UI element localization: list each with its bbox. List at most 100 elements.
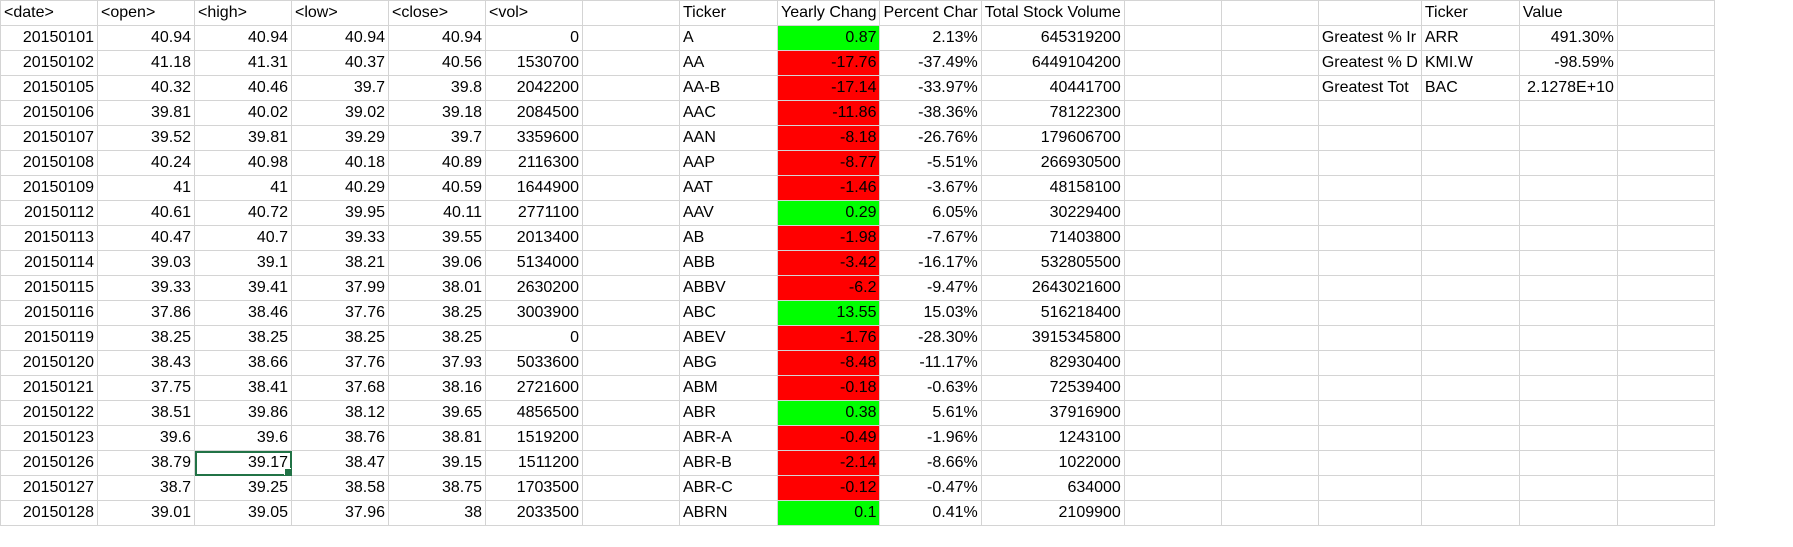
sheet-cell[interactable]: 39.17 xyxy=(194,450,292,476)
sheet-cell[interactable]: 40.32 xyxy=(97,75,195,101)
sheet-cell[interactable] xyxy=(1220,200,1319,226)
sheet-cell[interactable]: 39.03 xyxy=(97,250,195,276)
sheet-cell[interactable]: 2116300 xyxy=(485,150,583,176)
sheet-cell[interactable]: ARR xyxy=(1420,25,1520,51)
sheet-cell[interactable] xyxy=(1616,25,1715,51)
sheet-cell[interactable]: 1243100 xyxy=(980,425,1125,451)
sheet-cell[interactable] xyxy=(1616,475,1715,501)
sheet-cell[interactable] xyxy=(1220,75,1319,101)
sheet-cell[interactable] xyxy=(1123,225,1222,251)
sheet-cell[interactable]: 39.01 xyxy=(97,500,195,526)
sheet-cell[interactable]: 39.65 xyxy=(388,400,486,426)
sheet-cell[interactable] xyxy=(1616,75,1715,101)
sheet-cell[interactable] xyxy=(1518,225,1618,251)
sheet-cell[interactable]: 3359600 xyxy=(485,125,583,151)
sheet-cell[interactable]: KMI.W xyxy=(1420,50,1520,76)
sheet-cell[interactable] xyxy=(1220,250,1319,276)
sheet-cell[interactable]: 15.03% xyxy=(879,300,982,326)
sheet-cell[interactable] xyxy=(1220,25,1319,51)
sheet-cell[interactable] xyxy=(1616,200,1715,226)
sheet-cell[interactable]: 38.01 xyxy=(388,275,486,301)
sheet-cell[interactable] xyxy=(1317,350,1422,376)
sheet-cell[interactable] xyxy=(1616,250,1715,276)
sheet-cell[interactable] xyxy=(1518,175,1618,201)
sheet-cell[interactable]: 38.47 xyxy=(291,450,389,476)
sheet-cell[interactable]: 516218400 xyxy=(980,300,1125,326)
sheet-cell[interactable]: 39.06 xyxy=(388,250,486,276)
sheet-cell[interactable] xyxy=(1317,425,1422,451)
sheet-cell[interactable] xyxy=(1616,150,1715,176)
sheet-cell[interactable] xyxy=(582,150,680,176)
column-header-cell[interactable]: <low> xyxy=(291,0,389,26)
sheet-cell[interactable]: 20150128 xyxy=(0,500,98,526)
sheet-cell[interactable] xyxy=(1518,475,1618,501)
sheet-cell[interactable] xyxy=(1420,350,1520,376)
yearly-change-cell[interactable]: -2.14 xyxy=(776,450,881,476)
sheet-cell[interactable]: -5.51% xyxy=(879,150,982,176)
column-header-cell[interactable]: <open> xyxy=(97,0,195,26)
sheet-cell[interactable] xyxy=(582,25,680,51)
sheet-cell[interactable] xyxy=(1420,475,1520,501)
column-header-cell[interactable]: Percent Char xyxy=(879,0,982,26)
sheet-cell[interactable]: 40.56 xyxy=(388,50,486,76)
sheet-cell[interactable] xyxy=(1220,275,1319,301)
sheet-cell[interactable] xyxy=(1420,425,1520,451)
sheet-cell[interactable] xyxy=(1518,300,1618,326)
sheet-cell[interactable]: AAT xyxy=(679,175,778,201)
sheet-cell[interactable] xyxy=(1123,500,1222,526)
sheet-cell[interactable]: 39.52 xyxy=(97,125,195,151)
sheet-cell[interactable]: 491.30% xyxy=(1518,25,1618,51)
sheet-cell[interactable] xyxy=(1220,500,1319,526)
sheet-cell[interactable]: 20150107 xyxy=(0,125,98,151)
sheet-cell[interactable] xyxy=(1317,250,1422,276)
sheet-cell[interactable] xyxy=(1616,175,1715,201)
sheet-cell[interactable] xyxy=(1317,500,1422,526)
sheet-cell[interactable]: 20150102 xyxy=(0,50,98,76)
sheet-cell[interactable]: -16.17% xyxy=(879,250,982,276)
sheet-cell[interactable] xyxy=(1220,450,1319,476)
sheet-cell[interactable]: 39.7 xyxy=(388,125,486,151)
sheet-cell[interactable]: 0 xyxy=(485,25,583,51)
sheet-cell[interactable]: 2.1278E+10 xyxy=(1518,75,1618,101)
sheet-cell[interactable]: 20150122 xyxy=(0,400,98,426)
sheet-cell[interactable]: 39.29 xyxy=(291,125,389,151)
sheet-cell[interactable]: 2.13% xyxy=(879,25,982,51)
sheet-cell[interactable] xyxy=(1518,500,1618,526)
yearly-change-cell[interactable]: 13.55 xyxy=(776,300,881,326)
sheet-cell[interactable]: AAC xyxy=(679,100,778,126)
sheet-cell[interactable] xyxy=(1317,125,1422,151)
yearly-change-cell[interactable]: -0.12 xyxy=(776,475,881,501)
sheet-cell[interactable]: 30229400 xyxy=(980,200,1125,226)
sheet-cell[interactable]: 39.81 xyxy=(194,125,292,151)
sheet-cell[interactable]: -7.67% xyxy=(879,225,982,251)
sheet-cell[interactable]: 41 xyxy=(194,175,292,201)
sheet-cell[interactable] xyxy=(1123,25,1222,51)
sheet-cell[interactable]: 4856500 xyxy=(485,400,583,426)
sheet-cell[interactable] xyxy=(1420,200,1520,226)
sheet-cell[interactable]: 39.6 xyxy=(97,425,195,451)
sheet-cell[interactable]: 532805500 xyxy=(980,250,1125,276)
sheet-cell[interactable] xyxy=(1518,325,1618,351)
sheet-cell[interactable]: 38.25 xyxy=(194,325,292,351)
sheet-cell[interactable] xyxy=(1317,300,1422,326)
sheet-cell[interactable] xyxy=(1123,50,1222,76)
yearly-change-cell[interactable]: -8.18 xyxy=(776,125,881,151)
yearly-change-cell[interactable]: -8.48 xyxy=(776,350,881,376)
sheet-cell[interactable]: -98.59% xyxy=(1518,50,1618,76)
sheet-cell[interactable]: 20150108 xyxy=(0,150,98,176)
sheet-cell[interactable]: 39.55 xyxy=(388,225,486,251)
sheet-cell[interactable]: ABR-A xyxy=(679,425,778,451)
sheet-cell[interactable]: 37.99 xyxy=(291,275,389,301)
sheet-cell[interactable]: ABC xyxy=(679,300,778,326)
sheet-cell[interactable]: 6.05% xyxy=(879,200,982,226)
sheet-cell[interactable]: 1022000 xyxy=(980,450,1125,476)
sheet-cell[interactable] xyxy=(1420,275,1520,301)
sheet-cell[interactable]: 40.47 xyxy=(97,225,195,251)
sheet-cell[interactable]: 38.25 xyxy=(388,300,486,326)
sheet-cell[interactable] xyxy=(1123,100,1222,126)
sheet-cell[interactable]: 40.7 xyxy=(194,225,292,251)
sheet-cell[interactable]: 2033500 xyxy=(485,500,583,526)
sheet-cell[interactable]: AA-B xyxy=(679,75,778,101)
sheet-cell[interactable] xyxy=(1123,400,1222,426)
sheet-cell[interactable]: 20150105 xyxy=(0,75,98,101)
